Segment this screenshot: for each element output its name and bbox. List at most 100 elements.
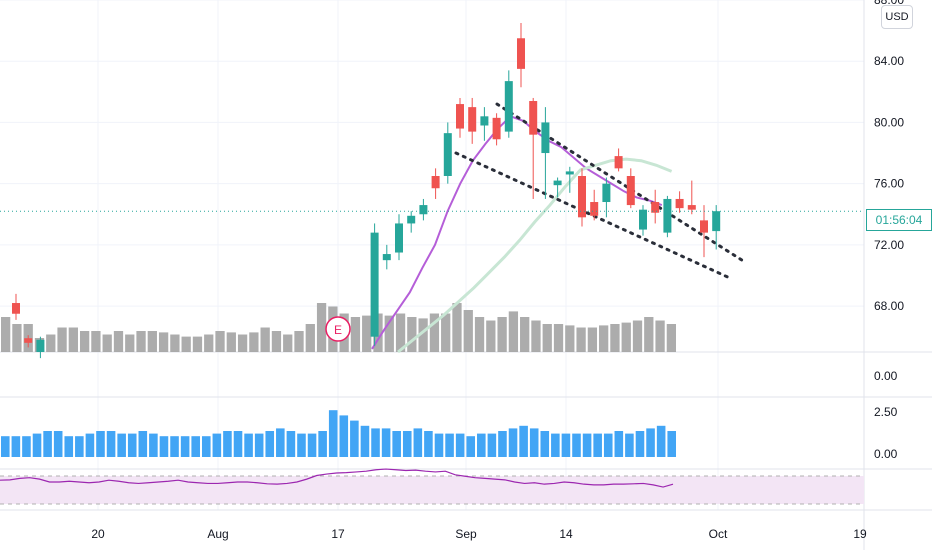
time-axis[interactable]: 20 Aug 17 Sep 14 Oct 19: [91, 527, 867, 541]
histogram-bar: [381, 428, 391, 457]
volume-bar: [441, 313, 451, 352]
histogram-bar: [22, 436, 31, 457]
histogram-bar: [43, 431, 52, 457]
volume-bar: [158, 332, 169, 352]
volume-bar: [102, 334, 112, 352]
earnings-event-marker[interactable]: E: [325, 316, 351, 342]
panel3-tick-label: 0.00: [874, 447, 898, 461]
histogram-bar: [371, 428, 380, 457]
time-tick-label: Oct: [709, 527, 728, 541]
volume-bar: [113, 331, 124, 352]
histogram-bar: [350, 420, 359, 457]
volume-bar: [350, 317, 361, 352]
candle-body: [529, 101, 538, 135]
histogram-bar: [667, 431, 676, 457]
candle-body: [395, 223, 403, 253]
histogram-bar: [149, 433, 158, 457]
histogram-bar: [477, 433, 486, 457]
candle-body: [687, 205, 696, 210]
volume-bar: [57, 327, 67, 352]
volume-bar: [644, 317, 654, 352]
candle-body: [36, 339, 45, 352]
histogram-bar: [223, 431, 232, 457]
candle-body: [382, 254, 391, 261]
candle-body: [663, 198, 672, 233]
histogram-panel: [1, 410, 676, 457]
volume-bar: [79, 331, 90, 352]
candle-body: [419, 205, 428, 215]
volume-bar: [283, 334, 293, 352]
volume-bar: [384, 315, 394, 352]
histogram-bar: [646, 428, 655, 457]
moving-averages: [371, 115, 673, 354]
price-axis[interactable]: 88.00 84.00 80.00 76.00 72.00 68.00 0.00 2.50 0.…: [874, 0, 904, 461]
volume-bar: [497, 317, 507, 352]
histogram-bar: [508, 428, 518, 457]
candle-body: [504, 81, 513, 132]
histogram-bar: [593, 433, 602, 457]
volume-bar: [508, 311, 519, 352]
volume-bar: [418, 318, 428, 352]
countdown-price-label: 01:56:04: [866, 209, 932, 231]
volume-bar: [12, 324, 22, 352]
volume-bar: [395, 313, 406, 352]
histogram-bar: [106, 431, 116, 457]
histogram-bar: [11, 436, 21, 457]
histogram-bar: [138, 431, 148, 457]
histogram-bar: [1, 436, 10, 457]
volume-bar: [429, 313, 440, 352]
volume-bar: [542, 324, 552, 352]
histogram-bar: [540, 431, 550, 457]
candle-body: [553, 180, 562, 186]
histogram-bar: [561, 433, 571, 457]
volume-bar: [294, 331, 304, 352]
candle-body: [700, 220, 708, 233]
volume-bar: [362, 315, 372, 352]
histogram-bar: [625, 433, 634, 457]
volume-bar: [520, 317, 530, 352]
volume-bar: [610, 324, 620, 352]
candle-body: [431, 176, 440, 189]
volume-bar: [215, 331, 225, 352]
trend-line-upper: [495, 102, 744, 262]
volume-bar: [91, 331, 101, 352]
histogram-bar: [159, 436, 169, 457]
histogram-bar: [529, 428, 539, 457]
candle-body: [614, 156, 623, 169]
volume-bar: [1, 317, 11, 352]
histogram-bar: [582, 433, 592, 457]
earnings-marker-circle[interactable]: [325, 316, 351, 342]
histogram-bar: [413, 428, 423, 457]
time-tick-label: 20: [91, 527, 105, 541]
histogram-bar: [392, 431, 401, 457]
volume-bar: [407, 317, 417, 352]
volume-bar: [181, 336, 191, 352]
candle-body: [565, 171, 574, 175]
oscillator-band: [0, 476, 864, 504]
histogram-bar: [424, 431, 433, 457]
candle-body: [590, 202, 599, 216]
candle-body: [675, 198, 684, 209]
currency-badge[interactable]: USD: [881, 5, 913, 29]
histogram-bar: [244, 433, 253, 457]
candle-body: [712, 211, 721, 232]
volume-bar: [655, 320, 665, 352]
ma-slow-line: [397, 157, 673, 354]
histogram-bar: [466, 436, 476, 457]
candle-body: [541, 122, 550, 154]
histogram-bar: [75, 436, 84, 457]
volume-bar: [305, 324, 315, 352]
volume-bar: [226, 332, 236, 352]
candlestick-series[interactable]: [12, 22, 721, 359]
candle-body: [517, 38, 525, 69]
volume-bar: [666, 324, 676, 352]
volume-bar: [271, 331, 282, 352]
volume-bar: [565, 325, 575, 352]
candle-body: [492, 117, 501, 140]
time-tick-label: 19: [853, 527, 867, 541]
oscillator-line: [0, 468, 674, 488]
candle-body: [468, 107, 477, 132]
histogram-bar: [127, 433, 137, 457]
histogram-bar: [276, 428, 285, 457]
